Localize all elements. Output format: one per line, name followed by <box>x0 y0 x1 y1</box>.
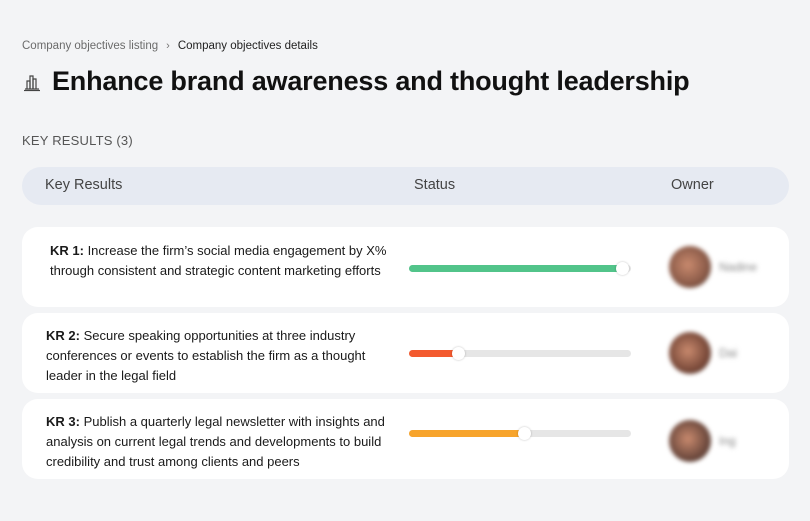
progress-handle[interactable] <box>616 262 630 275</box>
key-results-count-label: KEY RESULTS (3) <box>22 133 133 148</box>
key-result-text: KR 3: Publish a quarterly legal newslett… <box>46 412 396 472</box>
breadcrumb: Company objectives listing › Company obj… <box>22 40 318 52</box>
table-header: Key Results Status Owner <box>22 167 789 205</box>
breadcrumb-separator-icon: › <box>166 40 170 52</box>
progress-bar <box>409 262 631 275</box>
key-result-row[interactable]: KR 1: Increase the firm’s social media e… <box>22 227 789 307</box>
key-result-text: KR 2: Secure speaking opportunities at t… <box>46 326 396 386</box>
key-result-description: Secure speaking opportunities at three i… <box>46 328 366 383</box>
progress-handle[interactable] <box>518 427 532 440</box>
breadcrumb-parent-link[interactable]: Company objectives listing <box>22 40 159 52</box>
progress-fill <box>409 350 458 357</box>
key-result-text: KR 1: Increase the firm’s social media e… <box>50 241 400 281</box>
key-result-description: Increase the firm’s social media engagem… <box>50 243 387 278</box>
progress-fill <box>409 430 525 437</box>
building-chart-icon <box>22 72 42 92</box>
avatar <box>669 420 711 462</box>
progress-handle[interactable] <box>451 347 465 360</box>
key-result-label: KR 1: <box>50 243 84 258</box>
page-title: Enhance brand awareness and thought lead… <box>52 66 690 96</box>
avatar <box>669 332 711 374</box>
owner-name: Dai <box>719 346 738 360</box>
key-result-row[interactable]: KR 3: Publish a quarterly legal newslett… <box>22 399 789 479</box>
progress-bar <box>409 347 631 360</box>
progress-fill <box>409 265 623 272</box>
key-result-description: Publish a quarterly legal newsletter wit… <box>46 414 385 469</box>
key-result-label: KR 2: <box>46 328 80 343</box>
owner-name: Ing <box>719 434 736 448</box>
column-header-status: Status <box>414 177 456 193</box>
objective-header: Enhance brand awareness and thought lead… <box>22 66 690 97</box>
column-header-owner: Owner <box>671 177 714 193</box>
breadcrumb-current: Company objectives details <box>177 40 318 52</box>
key-result-label: KR 3: <box>46 414 80 429</box>
column-header-key-results: Key Results <box>45 177 123 193</box>
avatar <box>669 246 711 288</box>
owner-name: Nadine <box>719 260 758 274</box>
key-result-row[interactable]: KR 2: Secure speaking opportunities at t… <box>22 313 789 393</box>
progress-bar <box>409 427 631 440</box>
